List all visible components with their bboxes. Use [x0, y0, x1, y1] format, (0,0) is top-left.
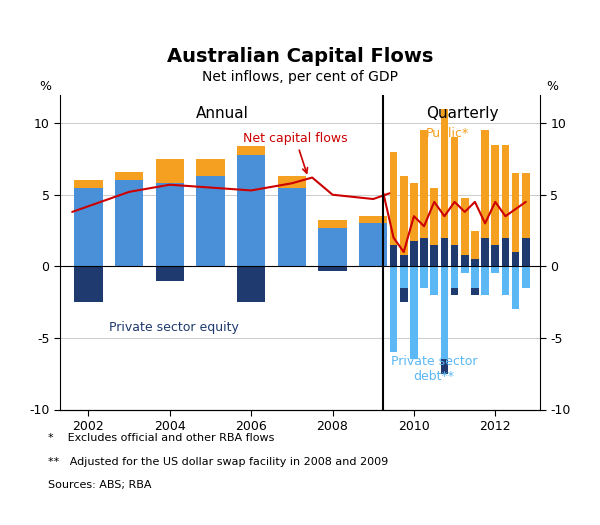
Bar: [481, 130, 489, 238]
Text: Public*: Public*: [426, 128, 469, 140]
Bar: [451, 245, 458, 266]
Bar: [420, 266, 428, 288]
Text: **   Adjusted for the US dollar swap facility in 2008 and 2009: ** Adjusted for the US dollar swap facil…: [48, 457, 388, 467]
Bar: [491, 266, 499, 274]
Bar: [461, 197, 469, 255]
Bar: [155, 183, 184, 266]
Bar: [319, 228, 347, 266]
Text: Quarterly: Quarterly: [427, 106, 499, 121]
Bar: [155, 266, 184, 281]
Bar: [502, 238, 509, 266]
Bar: [522, 266, 530, 288]
Text: Annual: Annual: [196, 106, 249, 121]
Bar: [410, 266, 418, 360]
Bar: [471, 259, 479, 266]
Bar: [430, 245, 438, 266]
Bar: [522, 238, 530, 266]
Bar: [278, 176, 306, 187]
Bar: [440, 109, 448, 238]
Bar: [155, 159, 184, 183]
Text: *    Excludes official and other RBA flows: * Excludes official and other RBA flows: [48, 433, 274, 443]
Bar: [74, 181, 103, 187]
Bar: [461, 266, 469, 274]
Bar: [440, 360, 448, 374]
Bar: [410, 240, 418, 266]
Bar: [420, 130, 428, 238]
Bar: [278, 187, 306, 266]
Bar: [512, 252, 520, 266]
Bar: [74, 266, 103, 302]
Bar: [196, 159, 225, 176]
Bar: [389, 245, 397, 266]
Bar: [491, 144, 499, 245]
Bar: [389, 266, 397, 352]
Text: Private sector
debt**: Private sector debt**: [391, 355, 478, 383]
Bar: [115, 181, 143, 266]
Bar: [420, 238, 428, 266]
Bar: [400, 176, 407, 255]
Bar: [237, 146, 265, 155]
Bar: [502, 266, 509, 295]
Bar: [359, 216, 388, 223]
Bar: [451, 266, 458, 288]
Bar: [319, 220, 347, 228]
Bar: [400, 255, 407, 266]
Bar: [512, 266, 520, 309]
Text: Sources: ABS; RBA: Sources: ABS; RBA: [48, 480, 151, 490]
Text: %: %: [39, 80, 51, 93]
Text: Net inflows, per cent of GDP: Net inflows, per cent of GDP: [202, 70, 398, 84]
Bar: [400, 288, 407, 302]
Bar: [440, 238, 448, 266]
Bar: [400, 266, 407, 288]
Text: Net capital flows: Net capital flows: [243, 132, 347, 173]
Bar: [522, 173, 530, 238]
Bar: [440, 266, 448, 360]
Bar: [451, 138, 458, 245]
Bar: [461, 255, 469, 266]
Text: Private sector equity: Private sector equity: [109, 321, 239, 334]
Bar: [481, 266, 489, 295]
Bar: [471, 230, 479, 259]
Bar: [481, 238, 489, 266]
Bar: [491, 245, 499, 266]
Bar: [237, 266, 265, 302]
Bar: [319, 266, 347, 270]
Bar: [471, 266, 479, 288]
Bar: [512, 173, 520, 252]
Bar: [115, 172, 143, 181]
Bar: [359, 223, 388, 266]
Bar: [471, 288, 479, 295]
Bar: [410, 183, 418, 240]
Bar: [389, 152, 397, 245]
Bar: [74, 187, 103, 266]
Text: Australian Capital Flows: Australian Capital Flows: [167, 47, 433, 66]
Bar: [196, 176, 225, 266]
Bar: [451, 288, 458, 295]
Bar: [430, 187, 438, 245]
Bar: [502, 144, 509, 238]
Bar: [237, 155, 265, 266]
Text: %: %: [546, 80, 558, 93]
Bar: [430, 266, 438, 295]
